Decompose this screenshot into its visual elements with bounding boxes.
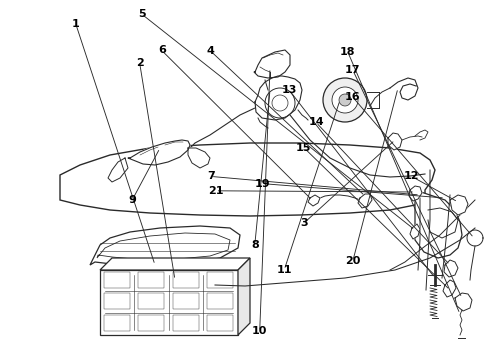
Polygon shape bbox=[308, 195, 320, 206]
Polygon shape bbox=[90, 226, 240, 265]
Text: 17: 17 bbox=[345, 65, 361, 75]
Text: 1: 1 bbox=[72, 19, 80, 30]
Polygon shape bbox=[254, 50, 290, 78]
Text: 9: 9 bbox=[128, 195, 136, 205]
Polygon shape bbox=[443, 280, 456, 297]
Text: 6: 6 bbox=[158, 45, 166, 55]
Polygon shape bbox=[409, 186, 422, 201]
Polygon shape bbox=[388, 133, 402, 150]
Polygon shape bbox=[108, 158, 128, 182]
Polygon shape bbox=[415, 190, 462, 258]
Polygon shape bbox=[60, 143, 435, 216]
Text: 4: 4 bbox=[207, 46, 215, 56]
Text: 2: 2 bbox=[136, 58, 144, 68]
Text: 11: 11 bbox=[276, 265, 292, 275]
Text: 16: 16 bbox=[345, 92, 361, 102]
Polygon shape bbox=[255, 76, 302, 120]
Text: 7: 7 bbox=[207, 171, 215, 181]
Polygon shape bbox=[128, 140, 190, 165]
Text: 13: 13 bbox=[281, 85, 297, 95]
Polygon shape bbox=[450, 195, 468, 215]
Text: 3: 3 bbox=[300, 218, 308, 228]
Text: 15: 15 bbox=[296, 143, 312, 153]
Text: 20: 20 bbox=[345, 256, 361, 266]
Circle shape bbox=[332, 87, 358, 113]
Polygon shape bbox=[100, 258, 250, 270]
Polygon shape bbox=[358, 194, 372, 208]
Circle shape bbox=[339, 94, 351, 106]
Polygon shape bbox=[188, 148, 210, 168]
Text: 10: 10 bbox=[252, 326, 268, 336]
Text: 5: 5 bbox=[138, 9, 146, 19]
Polygon shape bbox=[444, 260, 458, 277]
Text: 14: 14 bbox=[308, 117, 324, 127]
Polygon shape bbox=[455, 293, 472, 311]
Text: 18: 18 bbox=[340, 47, 356, 57]
Text: 12: 12 bbox=[404, 171, 419, 181]
Circle shape bbox=[323, 78, 367, 122]
Text: 21: 21 bbox=[208, 186, 223, 196]
Polygon shape bbox=[97, 233, 230, 260]
Text: 8: 8 bbox=[251, 240, 259, 250]
Polygon shape bbox=[410, 224, 420, 239]
Polygon shape bbox=[100, 270, 238, 335]
Text: 19: 19 bbox=[254, 179, 270, 189]
Polygon shape bbox=[238, 258, 250, 335]
